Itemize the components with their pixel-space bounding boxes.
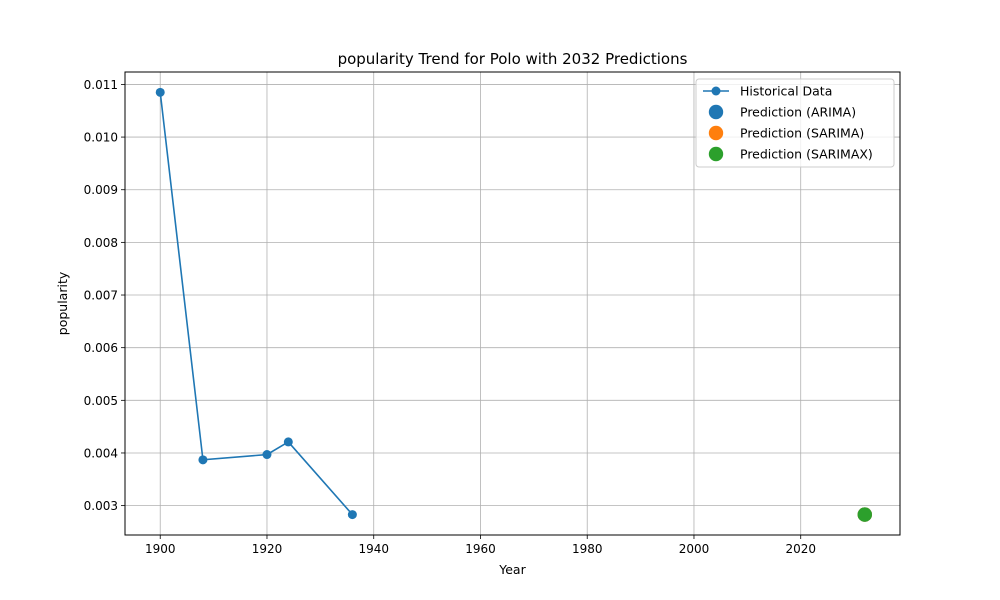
y-tick-label: 0.008 — [84, 236, 118, 250]
legend-marker-swatch — [708, 104, 724, 120]
legend-entry-label: Historical Data — [740, 84, 832, 99]
axis-ticks: 1900 1920 1940 1960 1980 2000 2020 0.003 0.004 0.… — [84, 78, 816, 556]
plot-area — [155, 87, 872, 522]
grid — [125, 72, 900, 535]
legend-marker-swatch — [711, 86, 721, 96]
x-tick-label: 1980 — [572, 542, 603, 556]
legend-entry-label: Prediction (ARIMA) — [740, 105, 856, 120]
y-tick-label: 0.011 — [84, 78, 118, 92]
axes-frame — [124, 71, 901, 536]
y-tick-label: 0.010 — [84, 131, 118, 145]
x-axis-label: Year — [498, 562, 526, 577]
y-tick-label: 0.007 — [84, 289, 118, 303]
legend-box — [695, 78, 895, 168]
historical-point — [283, 437, 293, 447]
legend-entry-label: Prediction (SARIMA) — [740, 126, 864, 141]
y-axis-label: popularity — [55, 271, 70, 335]
y-tick-label: 0.004 — [84, 446, 118, 460]
x-tick-label: 1940 — [358, 542, 389, 556]
legend-marker-swatch — [708, 146, 724, 162]
x-tick-label: 2020 — [785, 542, 816, 556]
x-tick-label: 1920 — [252, 542, 283, 556]
prediction-point — [857, 507, 872, 522]
y-tick-label: 0.005 — [84, 394, 118, 408]
historical-point — [347, 510, 357, 520]
y-tick-label: 0.006 — [84, 341, 118, 355]
historical-point — [262, 450, 272, 460]
legend-entry-label: Prediction (SARIMAX) — [740, 147, 873, 162]
historical-point — [198, 455, 208, 465]
chart-title: popularity Trend for Polo with 2032 Pred… — [338, 50, 688, 68]
y-tick-label: 0.009 — [84, 183, 118, 197]
y-tick-label: 0.003 — [84, 499, 118, 513]
x-tick-label: 2000 — [679, 542, 710, 556]
x-tick-label: 1900 — [145, 542, 176, 556]
legend: Historical Data Prediction (ARIMA) Predict… — [695, 78, 895, 168]
x-tick-label: 1960 — [465, 542, 496, 556]
historical-point — [155, 87, 165, 97]
legend-marker-swatch — [708, 125, 724, 141]
